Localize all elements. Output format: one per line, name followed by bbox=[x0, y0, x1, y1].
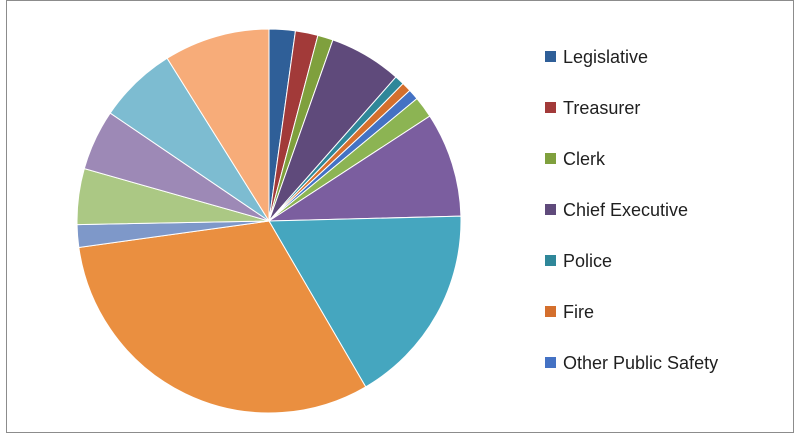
legend-swatch bbox=[545, 153, 556, 164]
chart-area: Legislative Treasurer Clerk Chief Executive… bbox=[6, 0, 794, 433]
legend-item-clerk: Clerk bbox=[545, 133, 718, 184]
legend-item-fire: Fire bbox=[545, 286, 718, 337]
pie-slice-unlabeled-8 bbox=[267, 115, 462, 222]
legend-swatch bbox=[545, 255, 556, 266]
legend: Legislative Treasurer Clerk Chief Executive… bbox=[545, 31, 718, 388]
pie-slice-unlabeled-15 bbox=[166, 28, 270, 223]
legend-item-chief-executive: Chief Executive bbox=[545, 184, 718, 235]
legend-swatch bbox=[545, 51, 556, 62]
pie-slice-unlabeled-10 bbox=[78, 220, 367, 414]
legend-label: Police bbox=[563, 250, 613, 271]
legend-label: Clerk bbox=[563, 148, 606, 169]
legend-swatch bbox=[545, 357, 556, 368]
legend-item-other-public-safety: Other Public Safety bbox=[545, 337, 718, 388]
pie-slice-unlabeled-9 bbox=[268, 215, 462, 388]
legend-label: Other Public Safety bbox=[563, 352, 719, 373]
legend-item-treasurer: Treasurer bbox=[545, 82, 718, 133]
legend-item-police: Police bbox=[545, 235, 718, 286]
legend-swatch bbox=[545, 204, 556, 215]
legend-swatch bbox=[545, 306, 556, 317]
pie-chart bbox=[76, 28, 462, 414]
legend-label: Fire bbox=[563, 301, 594, 322]
legend-swatch bbox=[545, 102, 556, 113]
legend-label: Chief Executive bbox=[563, 199, 689, 220]
legend-item-legislative: Legislative bbox=[545, 31, 718, 82]
legend-label: Legislative bbox=[563, 46, 649, 67]
legend-label: Treasurer bbox=[563, 97, 641, 118]
